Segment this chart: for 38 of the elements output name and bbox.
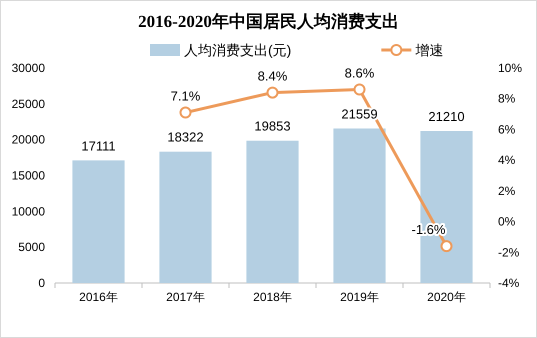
bar (246, 140, 299, 283)
bar (72, 160, 125, 283)
legend-label: 增速 (414, 42, 444, 58)
chart-title: 2016-2020年中国居民人均消费支出 (138, 12, 399, 31)
y2-tick-label: 2% (498, 184, 516, 198)
y2-tick-label: -2% (498, 245, 520, 260)
y2-tick-label: 8% (498, 92, 516, 106)
y-tick-label: 10000 (12, 204, 46, 218)
y2-tick-label: -4% (498, 276, 520, 290)
y-tick-label: 30000 (12, 61, 46, 75)
data-label: 17111 (81, 138, 116, 154)
data-label: 21210 (428, 108, 465, 124)
x-tick-label: 2020年 (427, 290, 466, 304)
x-tick-label: 2016年 (79, 290, 118, 304)
y2-tick-label: 6% (498, 122, 516, 136)
x-tick-label: 2019年 (340, 290, 379, 304)
legend-label: 人均消费支出(元) (184, 42, 292, 58)
y-tick-label: 20000 (12, 132, 46, 147)
point (354, 84, 366, 96)
data-label: 18322 (167, 130, 204, 145)
y2-tick-label: 10% (498, 61, 522, 75)
data-label: 7.1% (170, 88, 201, 104)
data-label: 8.6% (344, 66, 375, 80)
x-tick-label: 2017年 (166, 290, 205, 304)
bar (159, 152, 212, 283)
data-label: 19853 (254, 118, 291, 134)
point (440, 240, 452, 252)
y-tick-label: 0 (38, 276, 46, 290)
point (180, 106, 192, 119)
x-tick-label: 2018年 (253, 290, 292, 304)
y-tick-label: 5000 (18, 240, 46, 254)
y-tick-label: 25000 (12, 96, 46, 111)
point (266, 86, 278, 99)
y-tick-label: 15000 (12, 168, 46, 182)
bar (333, 128, 386, 283)
y2-tick-label: 4% (498, 153, 516, 168)
data-label: 8.4% (258, 68, 288, 84)
y2-tick-label: 0% (498, 214, 516, 229)
